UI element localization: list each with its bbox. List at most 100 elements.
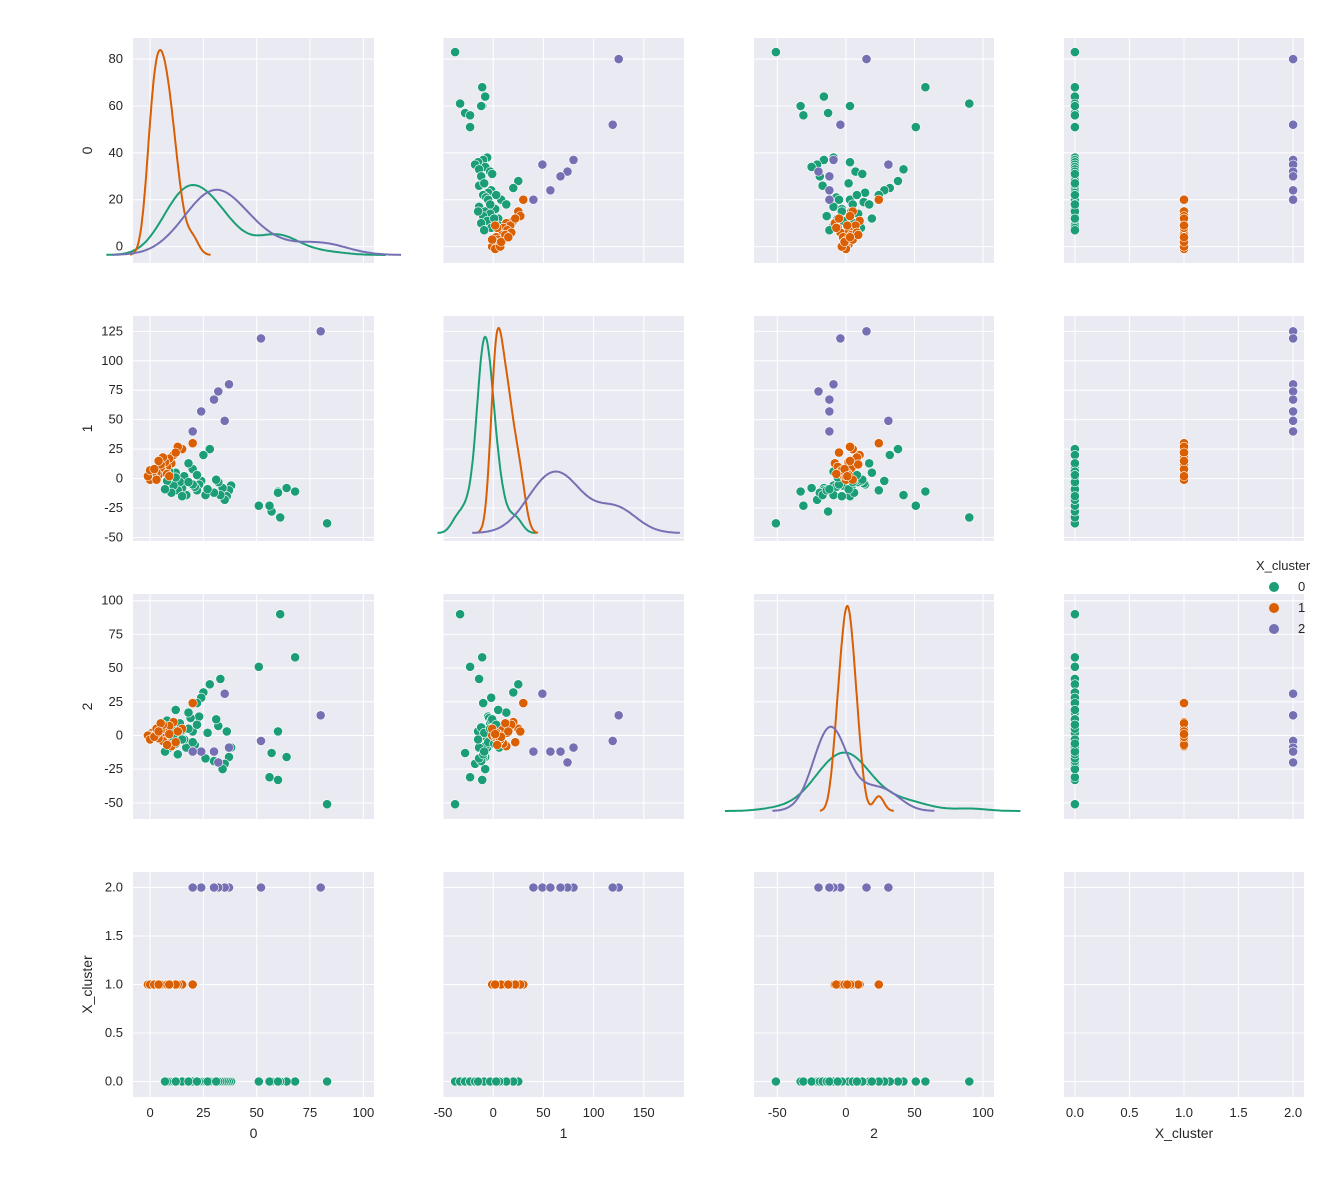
- point-cluster-1: [831, 222, 842, 233]
- point-cluster-0: [1070, 122, 1080, 132]
- point-cluster-0: [867, 213, 877, 224]
- point-cluster-0: [857, 168, 868, 179]
- point-cluster-0: [211, 474, 222, 485]
- point-cluster-1: [170, 447, 181, 458]
- point-cluster-0: [771, 47, 781, 57]
- point-cluster-0: [964, 98, 975, 109]
- x-tick-label: 100: [352, 1105, 374, 1120]
- point-cluster-0: [450, 799, 460, 810]
- point-cluster-1: [496, 236, 507, 247]
- y-tick-label: 25: [109, 441, 123, 456]
- point-cluster-1: [490, 729, 501, 739]
- legend-marker-2: [1269, 624, 1279, 634]
- point-cluster-2: [883, 159, 894, 170]
- point-cluster-2: [224, 379, 234, 390]
- point-cluster-1: [873, 194, 884, 205]
- panel-r2-c1: [442, 594, 684, 819]
- point-cluster-0: [455, 609, 465, 620]
- point-cluster-0: [253, 661, 264, 672]
- kde-curve-1: [129, 48, 211, 256]
- point-cluster-0: [501, 707, 512, 718]
- point-cluster-2: [613, 54, 624, 64]
- kde-curve-0: [437, 335, 536, 534]
- point-cluster-2: [545, 746, 556, 757]
- y-tick-label: 75: [109, 626, 123, 641]
- point-cluster-1: [1179, 455, 1189, 466]
- panel-r3-c1: -50 0 50 100 150 1: [434, 872, 684, 1141]
- point-cluster-0: [273, 775, 283, 785]
- point-cluster-0: [211, 1076, 222, 1087]
- point-cluster-0: [824, 484, 835, 495]
- y-tick-label: 0: [116, 471, 123, 486]
- point-cluster-2: [196, 746, 207, 757]
- point-cluster-0: [460, 748, 470, 758]
- point-cluster-0: [465, 661, 475, 672]
- point-cluster-1: [164, 471, 175, 482]
- x-tick-label: 150: [633, 1105, 655, 1120]
- point-cluster-2: [555, 171, 566, 182]
- panel-r3-c3: 0.0 0.5 1.0 1.5 2.0 X_cluster: [1064, 872, 1304, 1141]
- point-cluster-2: [1288, 710, 1298, 721]
- x-tick-label: 1.5: [1230, 1105, 1248, 1120]
- point-cluster-2: [562, 757, 573, 768]
- point-cluster-0: [253, 1076, 264, 1087]
- point-cluster-1: [873, 979, 884, 990]
- point-cluster-1: [149, 464, 160, 474]
- point-cluster-1: [172, 726, 183, 737]
- kde-curve-2: [772, 725, 935, 812]
- panel-r2-c3: [1064, 594, 1304, 819]
- point-cluster-2: [883, 415, 894, 426]
- panel-background: [754, 594, 994, 819]
- point-cluster-0: [198, 450, 209, 460]
- point-cluster-0: [508, 183, 519, 193]
- point-cluster-0: [450, 47, 460, 57]
- y-tick-label: 20: [109, 192, 123, 207]
- panel-background: [443, 38, 684, 263]
- point-cluster-0: [478, 698, 489, 708]
- point-cluster-0: [1070, 110, 1080, 121]
- point-cluster-2: [1288, 185, 1298, 196]
- point-cluster-2: [861, 54, 872, 64]
- point-cluster-0: [798, 500, 809, 511]
- point-cluster-0: [1070, 82, 1080, 93]
- point-cluster-0: [795, 486, 806, 497]
- point-cluster-0: [806, 161, 817, 172]
- point-cluster-0: [1070, 47, 1080, 57]
- point-cluster-2: [861, 882, 872, 893]
- point-cluster-1: [845, 455, 855, 466]
- panel-background: [754, 316, 994, 541]
- point-cluster-0: [1070, 738, 1080, 749]
- kde-curve-2: [112, 188, 402, 256]
- point-cluster-2: [861, 326, 872, 337]
- panel-r3-c2: -50 0 50 100 2: [754, 872, 994, 1141]
- point-cluster-2: [224, 742, 234, 753]
- point-cluster-0: [893, 176, 903, 186]
- point-cluster-1: [1179, 232, 1189, 243]
- point-cluster-1: [187, 979, 198, 990]
- point-cluster-2: [1288, 119, 1298, 130]
- point-cluster-0: [1070, 178, 1080, 189]
- y-tick-label: -50: [104, 529, 123, 544]
- point-cluster-1: [834, 213, 844, 224]
- y-tick-label: 100: [101, 593, 123, 608]
- y-tick-label: -50: [104, 795, 123, 810]
- panel-r2-c0: -50 -25 0 25 50 75 100 2: [79, 593, 374, 819]
- point-cluster-2: [528, 882, 539, 893]
- point-cluster-0: [852, 190, 862, 200]
- point-cluster-0: [253, 500, 264, 511]
- point-cluster-0: [487, 168, 498, 179]
- point-cluster-2: [1288, 386, 1298, 397]
- y-tick-label: 60: [109, 98, 123, 113]
- point-cluster-1: [164, 979, 175, 990]
- x-tick-label: 0: [146, 1105, 153, 1120]
- y-tick-label: 0: [116, 239, 123, 254]
- point-cluster-0: [823, 506, 833, 517]
- point-cluster-2: [196, 406, 207, 417]
- point-cluster-1: [873, 438, 884, 449]
- point-cluster-1: [518, 698, 529, 708]
- point-cluster-2: [828, 154, 839, 165]
- point-cluster-0: [879, 475, 890, 486]
- x-axis-label: 1: [560, 1125, 568, 1141]
- point-cluster-2: [607, 736, 618, 746]
